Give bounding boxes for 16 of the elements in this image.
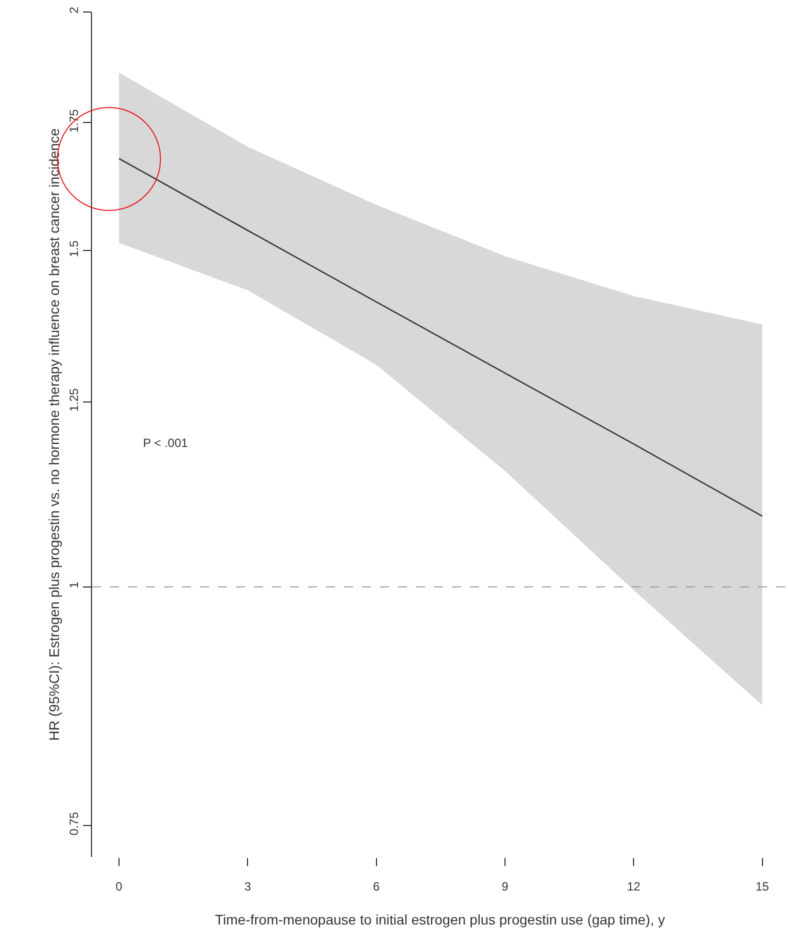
y-tick-label: 0.75: [67, 812, 82, 836]
y-tick-label: 1.75: [67, 108, 82, 133]
y-tick-label: 1: [67, 581, 82, 588]
y-tick-label: 1.5: [67, 240, 82, 258]
x-tick-label: 3: [244, 879, 252, 894]
line-series: [118, 158, 763, 517]
y-tick-label: 1.25: [67, 388, 82, 412]
x-axis-title: Time-from-menopause to initial estrogen plus progestin use (gap time), y: [214, 912, 666, 928]
y-axis-title: HR (95%CI): Estrogen plus progestin vs. no hormone therapy influence on breast cancer incidence: [46, 128, 62, 741]
annotation: P < .001: [143, 436, 188, 450]
y-tick-label: 2: [67, 6, 82, 14]
x-tick-label: 6: [372, 879, 380, 894]
x-tick-label: 12: [626, 879, 641, 894]
x-tick-label: 9: [502, 879, 509, 894]
x-tick-label: 0: [116, 879, 123, 894]
x-tick-label: 15: [756, 879, 770, 894]
